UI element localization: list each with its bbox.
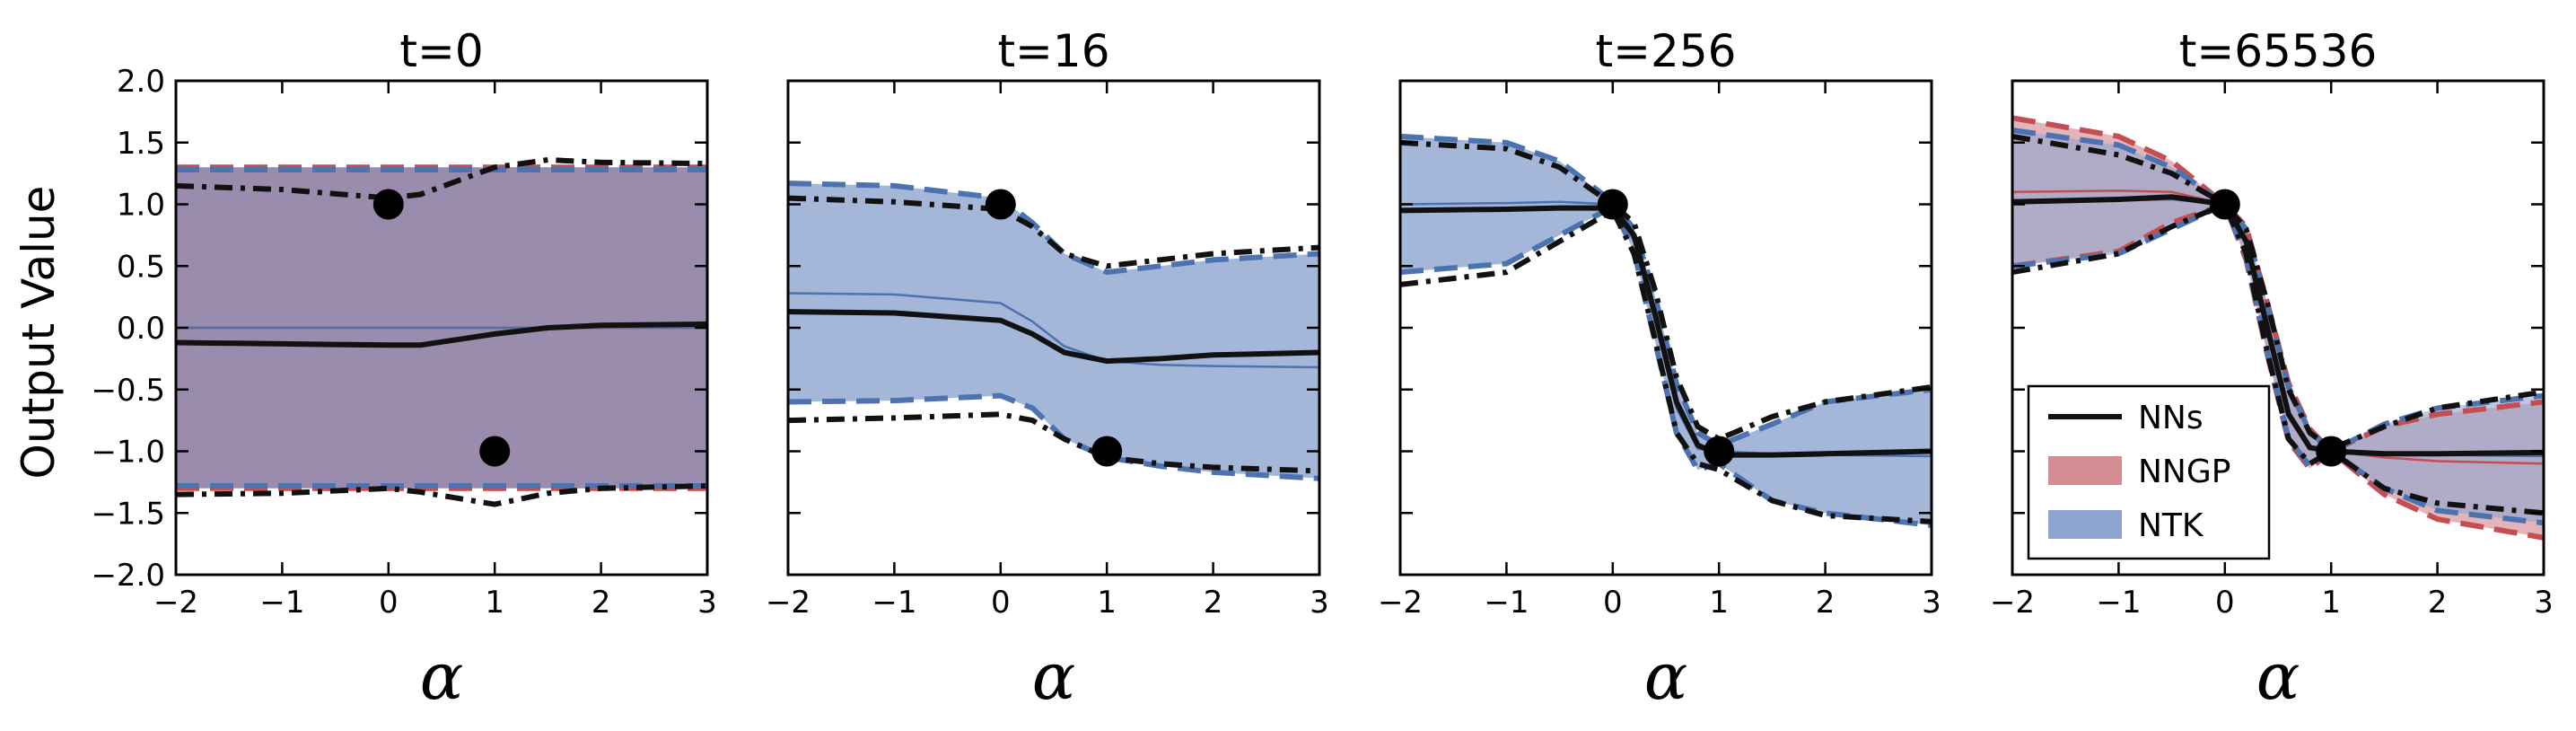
panel-2: −2 −1 0 1 2 3 t=16 α	[766, 25, 1329, 714]
panel-title: t=16	[997, 25, 1109, 77]
training-point-2	[2316, 436, 2347, 467]
x-tick-label: −2	[1378, 585, 1423, 621]
ntk-upper-line	[788, 181, 1319, 276]
y-tick-label: 0.5	[117, 249, 165, 285]
y-tick-label: 1.5	[117, 126, 165, 162]
x-tick-label: 1	[1709, 585, 1729, 621]
x-tick-label: −2	[153, 585, 198, 621]
x-tick-label: 0	[991, 585, 1011, 621]
legend-swatch-ntk	[2048, 510, 2122, 539]
panel-1: −2 −1 0 1 2 3 −2.0 −1.5 −1.0 −0.5 0.0 0.5 1.0 1.5 2.0 t…	[91, 25, 716, 714]
legend-label-ntk: NTK	[2138, 507, 2204, 544]
training-point-2	[479, 436, 511, 467]
y-tick-label: 0.0	[117, 311, 165, 347]
x-tick-label: 2	[1204, 585, 1223, 621]
panel-title: t=65536	[2179, 25, 2378, 77]
y-axis-label: Output Value	[13, 186, 65, 480]
ntk-band	[1400, 136, 1932, 525]
x-tick-label: 2	[1816, 585, 1836, 621]
x-tick-label: 1	[1097, 585, 1117, 621]
training-point-1	[2209, 189, 2240, 220]
x-tick-label: −2	[1990, 585, 2035, 621]
legend-label-nngp: NNGP	[2138, 454, 2230, 490]
nn-mean-line	[1400, 205, 1932, 458]
nn-upper-line	[788, 195, 1319, 269]
x-tick-label: 0	[379, 585, 399, 621]
x-tick-label: 2	[2428, 585, 2448, 621]
legend-label-nns: NNs	[2138, 400, 2204, 436]
y-tick-label: −1.5	[91, 496, 165, 532]
y-tick-label: −0.5	[91, 373, 165, 409]
panel-4: −2 −1 0 1 2 3 t=65536 α	[1990, 25, 2554, 714]
nn-lower-line	[788, 411, 1319, 474]
x-tick-label: 0	[2215, 585, 2235, 621]
x-tick-label: 1	[485, 585, 504, 621]
training-point-2	[1091, 436, 1123, 467]
panel-title: t=256	[1596, 25, 1737, 77]
x-tick-label: 3	[2534, 585, 2554, 621]
legend-swatch-nngp	[2048, 456, 2122, 485]
nn-upper-line	[176, 156, 707, 201]
y-tick-label: 2.0	[117, 64, 165, 100]
x-tick-label: 3	[697, 585, 717, 621]
x-tick-label: −1	[1484, 585, 1529, 621]
x-tick-label: 2	[591, 585, 611, 621]
ntk-upper-line	[2012, 128, 2544, 455]
training-point-1	[1597, 189, 1628, 220]
plot-area	[2012, 115, 2544, 541]
ntk-mean-line	[788, 292, 1319, 369]
x-axis-label: α	[1644, 639, 1688, 714]
x-tick-label: 0	[1603, 585, 1623, 621]
x-tick-label: −1	[872, 585, 916, 621]
nn-mean-line	[2012, 194, 2544, 457]
nn-lower-line	[176, 483, 707, 507]
training-point-1	[372, 189, 404, 220]
panel-3: −2 −1 0 1 2 3 t=256 α	[1378, 25, 1941, 714]
x-axis-label: α	[420, 639, 464, 714]
legend: NNs NNGP NTK	[2027, 384, 2271, 560]
x-tick-label: 3	[1922, 585, 1941, 621]
nn-mean-line	[788, 309, 1319, 365]
y-tick-label: −1.0	[91, 435, 165, 471]
nn-mean-line	[176, 321, 707, 348]
x-tick-label: −1	[2096, 585, 2141, 621]
training-point-1	[985, 189, 1016, 220]
panel-title: t=0	[399, 25, 483, 77]
x-tick-label: 3	[1310, 585, 1329, 621]
nn-lower-line	[2012, 200, 2544, 516]
ntk-band	[2012, 130, 2544, 524]
x-tick-label: −1	[259, 585, 304, 621]
plot-area	[788, 181, 1319, 481]
x-axis-label: α	[1032, 639, 1076, 714]
nn-upper-line	[2012, 133, 2544, 453]
x-tick-label: −2	[766, 585, 810, 621]
nn-lower-line	[1400, 207, 1932, 524]
ntk-band	[788, 183, 1319, 479]
plot-area	[1400, 133, 1932, 528]
plot-area	[176, 156, 707, 507]
y-tick-label: 1.0	[117, 188, 165, 224]
y-tick-label: −2.0	[91, 558, 165, 594]
x-axis-label: α	[2256, 639, 2300, 714]
x-tick-label: 1	[2321, 585, 2341, 621]
training-point-2	[1704, 436, 1735, 467]
